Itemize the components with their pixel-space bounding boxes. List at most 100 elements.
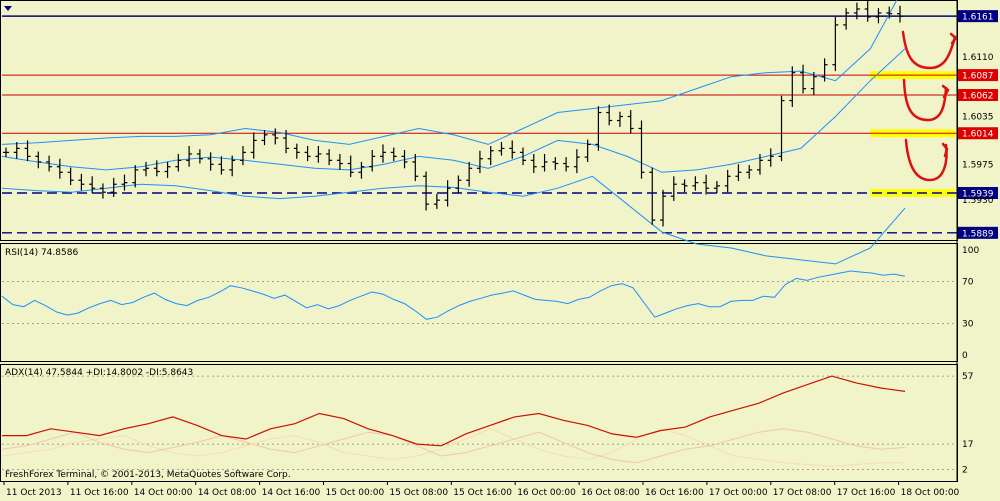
adx-tick-label: 2 xyxy=(962,466,968,476)
time-label: 14 Oct 16:00 xyxy=(262,488,321,498)
ohlc-bar xyxy=(455,175,462,193)
ohlc-bar xyxy=(315,145,322,163)
rsi-pane[interactable] xyxy=(0,243,958,362)
ohlc-bar xyxy=(724,169,731,193)
price-tag xyxy=(958,226,998,239)
ohlc-bar xyxy=(638,120,645,179)
ohlc-bar xyxy=(520,147,527,166)
annotation-curve xyxy=(904,138,948,182)
adx-pane[interactable] xyxy=(0,364,958,482)
ohlc-bar xyxy=(660,189,667,227)
time-label: 18 Oct 00:00 xyxy=(901,488,960,498)
ohlc-bar xyxy=(864,1,871,22)
price-tick-label: 1.5930 xyxy=(962,196,994,206)
price-tick-label: 1.5975 xyxy=(962,160,994,170)
ohlc-bar xyxy=(509,140,516,159)
time-label: 16 Oct 16:00 xyxy=(645,488,704,498)
time-label: 14 Oct 00:00 xyxy=(134,488,193,498)
ohlc-bar xyxy=(810,71,817,96)
ohlc-bar xyxy=(24,140,31,162)
ohlc-bar xyxy=(670,176,677,201)
ohlc-bar xyxy=(541,153,548,172)
highlight-band xyxy=(870,188,955,197)
ohlc-bar xyxy=(358,161,365,179)
time-label: 17 Oct 08:00 xyxy=(773,488,832,498)
ohlc-bar xyxy=(186,145,193,167)
bollinger-bands xyxy=(1,0,906,265)
ohlc-bar xyxy=(681,179,688,193)
adx-series-adx xyxy=(2,375,906,447)
ohlc-bar xyxy=(67,167,74,186)
time-label: 15 Oct 00:00 xyxy=(326,488,385,498)
ohlc-bar xyxy=(789,66,796,107)
ohlc-bar xyxy=(423,171,430,211)
price-tag xyxy=(958,186,998,199)
price-pane[interactable] xyxy=(0,0,958,241)
rsi-tick-label: 0 xyxy=(962,351,968,361)
rsi-line xyxy=(1,270,906,320)
axes: 1.6110 1.6035 1.5975 1.5930 11 Oct 2013 11 Oc… xyxy=(3,53,994,498)
adx-tick-label: 57 xyxy=(962,372,973,382)
price-tag-label: 1.6087 xyxy=(962,72,994,82)
ohlc-bar xyxy=(283,130,290,154)
ohlc-bar xyxy=(573,149,580,174)
ohlc-bar xyxy=(800,64,807,94)
ohlc-bar xyxy=(164,161,171,178)
price-tag xyxy=(958,127,998,140)
price-tag xyxy=(958,10,998,23)
ohlc-bar xyxy=(584,139,591,162)
ohlc-bar xyxy=(627,110,634,134)
ohlc-bar xyxy=(153,160,160,177)
ohlc-bar xyxy=(89,176,96,193)
ohlc-bar xyxy=(412,153,419,182)
ohlc-bar xyxy=(401,149,408,169)
dropdown-triangle-icon[interactable] xyxy=(4,6,12,11)
ohlc-bar xyxy=(563,157,570,172)
price-tag-label: 1.6161 xyxy=(962,13,994,23)
time-label: 16 Oct 00:00 xyxy=(517,488,576,498)
rsi-tick-label: 30 xyxy=(962,320,974,330)
annotation-curve xyxy=(941,142,949,158)
rsi-label: RSI(14) 74.8586 xyxy=(5,248,78,258)
ohlc-bar xyxy=(347,155,354,178)
price-tag-label: 1.5889 xyxy=(962,229,994,239)
ohlc-bar xyxy=(832,16,839,72)
ohlc-bar xyxy=(261,130,268,146)
ohlc-bar xyxy=(293,143,300,159)
annotation-curve xyxy=(949,32,958,45)
adx-series: 57 17 2 xyxy=(1,372,973,476)
price-tick-label: 1.6035 xyxy=(962,113,994,123)
ohlc-bar xyxy=(46,155,53,172)
time-label: 14 Oct 08:00 xyxy=(198,488,257,498)
ohlc-bar xyxy=(175,153,182,172)
ohlc-bar xyxy=(196,149,203,164)
adx-label: ADX(14) 47.5844 +DI:14.8002 -DI:5.8643 xyxy=(5,368,193,378)
rsi-tick-label: 100 xyxy=(962,246,979,256)
ohlc-bar xyxy=(552,157,559,170)
ohlc-bar xyxy=(110,177,117,197)
price-tag-label: 1.5939 xyxy=(962,189,994,199)
ohlc-bar xyxy=(369,149,376,172)
annotation-curve xyxy=(941,84,950,99)
ohlc-bar xyxy=(530,153,537,174)
price-tick-label: 1.6110 xyxy=(962,53,994,63)
ohlc-bar xyxy=(239,145,246,166)
copyright-text: FreshForex Terminal, © 2001-2013, MetaQu… xyxy=(5,470,291,480)
ohlc-bar xyxy=(143,161,150,177)
bollinger-lower-line xyxy=(1,175,906,265)
ohlc-bar xyxy=(767,148,774,167)
ohlc-bar xyxy=(487,145,494,166)
time-label: 11 Oct 16:00 xyxy=(70,488,129,498)
time-label: 17 Oct 16:00 xyxy=(837,488,896,498)
price-bars xyxy=(3,1,903,227)
time-label: 15 Oct 16:00 xyxy=(453,488,512,498)
rsi-tick-label: 70 xyxy=(962,278,974,288)
time-label: 11 Oct 2013 xyxy=(6,488,62,498)
ohlc-bar xyxy=(649,167,656,225)
ohlc-bar xyxy=(13,142,20,159)
ohlc-bar xyxy=(778,95,785,162)
ohlc-bar xyxy=(336,153,343,170)
ohlc-bar xyxy=(498,142,505,156)
